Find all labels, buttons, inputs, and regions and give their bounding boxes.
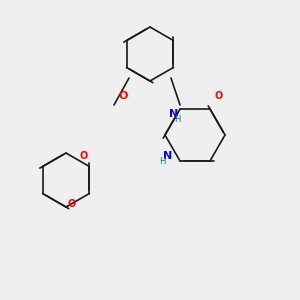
Text: O: O xyxy=(80,151,88,161)
Text: O: O xyxy=(215,91,223,101)
Text: N: N xyxy=(164,151,172,161)
Text: O: O xyxy=(68,199,76,209)
Text: N: N xyxy=(169,109,178,119)
Text: H: H xyxy=(174,116,180,124)
Text: H: H xyxy=(159,158,165,166)
Text: O: O xyxy=(118,91,128,101)
